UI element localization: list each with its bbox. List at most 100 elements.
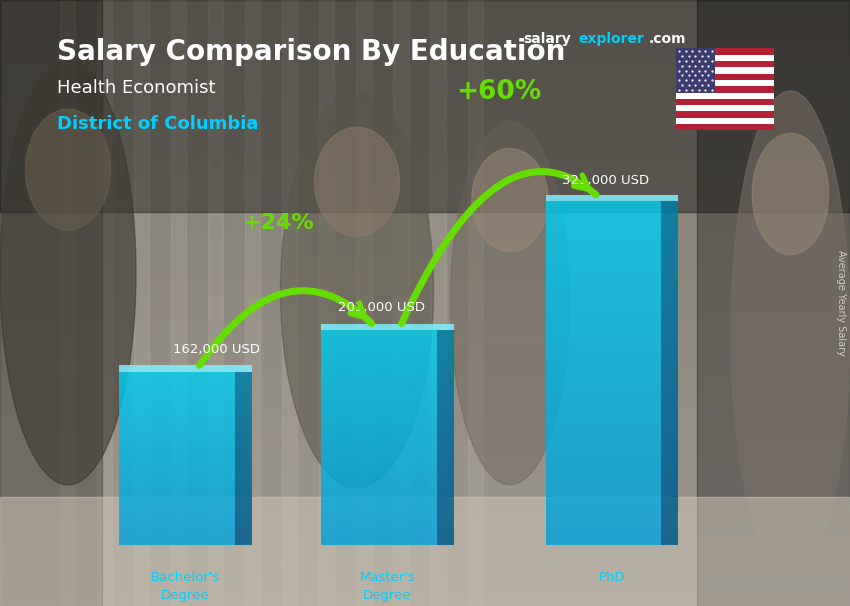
Bar <box>0 524 850 527</box>
Bar <box>235 499 252 502</box>
Bar <box>0 91 850 94</box>
Bar <box>235 430 252 433</box>
Bar <box>661 333 678 339</box>
Bar <box>437 341 454 344</box>
Bar <box>0 327 850 330</box>
Bar <box>661 373 678 379</box>
Bar <box>546 201 661 207</box>
Bar <box>235 516 252 519</box>
Bar <box>235 537 252 539</box>
Bar <box>119 386 235 389</box>
Bar <box>0 500 850 503</box>
Bar <box>235 542 252 545</box>
Bar <box>235 415 252 418</box>
Bar <box>321 348 437 351</box>
Bar <box>235 435 252 438</box>
Bar <box>0 336 850 339</box>
Bar <box>437 427 454 430</box>
Bar <box>321 524 437 527</box>
Bar <box>321 481 437 484</box>
Bar <box>437 542 454 545</box>
Bar <box>0 197 850 200</box>
Bar <box>676 86 774 93</box>
Ellipse shape <box>314 127 400 236</box>
Bar <box>661 213 678 218</box>
Bar <box>0 385 850 388</box>
Bar <box>321 365 437 369</box>
Bar <box>0 73 850 76</box>
Bar <box>235 513 252 516</box>
Bar <box>437 423 454 427</box>
Bar <box>546 488 661 494</box>
Bar <box>661 408 678 413</box>
Bar <box>0 403 850 406</box>
Bar <box>0 248 850 251</box>
Bar <box>437 466 454 470</box>
Bar <box>0 236 850 239</box>
Bar <box>321 387 437 391</box>
Bar <box>0 136 850 139</box>
Ellipse shape <box>752 133 829 255</box>
Bar <box>0 176 850 179</box>
Bar <box>437 355 454 359</box>
Bar <box>0 82 850 85</box>
Bar <box>546 241 661 247</box>
Bar <box>0 391 850 394</box>
Bar <box>235 528 252 531</box>
Bar <box>321 473 437 477</box>
Bar <box>437 481 454 484</box>
Bar <box>661 442 678 448</box>
Bar <box>0 48 850 52</box>
Bar <box>437 359 454 362</box>
Bar <box>321 502 437 506</box>
Bar <box>0 142 850 145</box>
Bar <box>437 495 454 499</box>
Bar <box>0 145 850 148</box>
Bar <box>676 105 774 112</box>
Bar <box>0 548 850 551</box>
Bar <box>676 99 774 105</box>
Bar <box>661 287 678 293</box>
Bar <box>0 536 850 539</box>
Bar <box>119 502 235 505</box>
Bar <box>0 191 850 194</box>
Bar <box>546 339 661 344</box>
Bar <box>546 522 661 528</box>
Bar <box>321 438 437 441</box>
Bar <box>321 409 437 413</box>
Bar <box>437 438 454 441</box>
Bar <box>0 306 850 309</box>
Bar <box>235 441 252 444</box>
Bar <box>0 585 850 588</box>
Bar <box>546 270 661 276</box>
Bar <box>321 416 437 419</box>
Bar <box>119 375 235 378</box>
Bar <box>0 470 850 473</box>
Bar <box>661 218 678 224</box>
Bar <box>119 516 235 519</box>
Bar <box>321 456 437 459</box>
Bar <box>235 459 252 461</box>
Bar <box>235 444 252 447</box>
Bar <box>0 600 850 603</box>
Bar <box>661 207 678 213</box>
Bar <box>119 470 235 473</box>
Bar <box>0 330 850 333</box>
Bar <box>235 487 252 490</box>
Bar <box>321 330 437 333</box>
Bar <box>546 213 661 218</box>
Bar <box>661 471 678 476</box>
Bar <box>661 344 678 350</box>
Bar <box>676 67 774 74</box>
Bar <box>97 0 112 606</box>
Bar <box>235 433 252 435</box>
Bar <box>661 276 678 281</box>
Bar <box>0 42 850 45</box>
Bar <box>437 499 454 502</box>
Bar <box>321 376 437 380</box>
Bar <box>437 413 454 416</box>
Bar <box>0 118 850 121</box>
Bar <box>437 538 454 542</box>
Bar <box>0 318 850 321</box>
Bar <box>661 339 678 344</box>
